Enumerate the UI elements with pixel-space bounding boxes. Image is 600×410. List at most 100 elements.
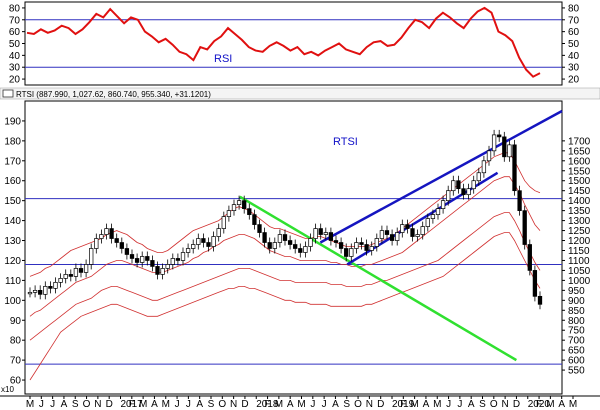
price-bar xyxy=(272,242,277,249)
rtsi-tick-label-right: 750 xyxy=(568,326,585,337)
rtsi-tick-label-right: 850 xyxy=(568,306,585,317)
price-bar xyxy=(338,242,344,249)
price-bar xyxy=(226,210,232,217)
price-bar xyxy=(267,242,272,249)
rtsi-tick-label-right: 700 xyxy=(568,336,585,347)
rtsi-tick-label-left: 100 xyxy=(4,296,21,307)
rtsi-tick-label-left: 110 xyxy=(5,276,21,287)
price-bar xyxy=(196,238,201,245)
price-bar xyxy=(231,204,237,211)
x-month-label: S xyxy=(343,399,350,410)
rtsi-tick-label-left: 120 xyxy=(4,256,21,267)
rsi-tick-label-left: 30 xyxy=(9,63,21,74)
price-bar xyxy=(389,234,395,241)
price-bar xyxy=(119,242,124,249)
x-month-label: M xyxy=(139,399,147,410)
price-bar xyxy=(134,258,140,263)
rtsi-tick-label-right: 1650 xyxy=(568,146,591,157)
price-bar xyxy=(155,266,160,275)
rsi-tick-label-right: 50 xyxy=(568,39,580,50)
rsi-tick-label-right: 20 xyxy=(568,75,580,86)
x-month-label: A xyxy=(287,399,294,410)
x-month-label: O xyxy=(83,399,91,410)
price-bar xyxy=(257,224,262,233)
price-bar xyxy=(323,232,328,235)
rsi-tick-label-left: 20 xyxy=(9,75,21,86)
x-month-label: F xyxy=(129,399,135,410)
price-bar xyxy=(211,236,216,247)
price-bar xyxy=(420,226,425,235)
rsi-title: RSI xyxy=(214,53,232,65)
x-month-label: F xyxy=(536,399,542,410)
x-month-label: J xyxy=(186,399,191,410)
price-bar xyxy=(344,248,349,257)
rtsi-tick-label-right: 1400 xyxy=(568,196,591,207)
x-month-label: A xyxy=(423,399,430,410)
rtsi-tick-label-right: 1350 xyxy=(568,206,591,217)
x-month-label: J xyxy=(457,399,462,410)
rsi-tick-label-right: 60 xyxy=(568,27,580,38)
price-bar xyxy=(104,228,109,235)
price-bar xyxy=(349,248,354,257)
price-bar xyxy=(109,228,114,239)
price-bar xyxy=(410,228,415,237)
price-bar xyxy=(236,200,242,205)
rtsi-tick-label-right: 650 xyxy=(568,346,585,357)
price-bar xyxy=(308,238,313,247)
price-bar xyxy=(43,286,48,295)
rtsi-tick-label-right: 550 xyxy=(568,366,585,377)
price-bar xyxy=(73,268,79,277)
x-year-label: 2019 xyxy=(392,399,415,410)
price-bar xyxy=(165,264,170,269)
rtsi-tick-label-left: 180 xyxy=(4,136,21,147)
price-bar xyxy=(328,232,334,241)
x-month-label: O xyxy=(490,399,498,410)
x-month-label: A xyxy=(196,399,203,410)
rtsi-tick-label-left: 170 xyxy=(4,156,21,167)
price-bar xyxy=(170,258,175,265)
rtsi-tick-label-right: 1300 xyxy=(568,216,591,227)
price-bar xyxy=(129,254,135,259)
x-month-label: A xyxy=(468,399,475,410)
price-bar xyxy=(364,244,369,251)
price-bar xyxy=(318,228,323,235)
band-line xyxy=(29,232,541,381)
x-month-label: M xyxy=(162,399,170,410)
x-month-label: F xyxy=(400,399,406,410)
price-bar xyxy=(114,238,119,243)
rtsi-tick-label-left: 130 xyxy=(4,236,21,247)
price-bar xyxy=(512,144,517,192)
price-bar xyxy=(303,246,308,253)
price-bar xyxy=(486,150,492,162)
x-month-label: F xyxy=(265,399,271,410)
price-bar xyxy=(471,180,476,190)
x-month-label: O xyxy=(218,399,226,410)
rtsi-ticks-left: 60 70 80 90 100 110 120 130 140 150 160 170 180 190 xyxy=(4,116,25,387)
x-month-label: N xyxy=(94,399,101,410)
x-month-label: J xyxy=(175,399,180,410)
rtsi-tick-label-right: 600 xyxy=(568,356,585,367)
header-icon xyxy=(2,89,14,98)
rtsi-tick-label-left: 70 xyxy=(10,356,22,367)
price-bar xyxy=(430,214,436,219)
price-bar xyxy=(435,208,441,215)
rtsi-tick-label-right: 950 xyxy=(568,286,585,297)
price-bar xyxy=(78,268,84,273)
x-month-label: J xyxy=(50,399,55,410)
rtsi-panel: 60 70 80 90 100 110 120 130 140 150 160 170 180 190 5… xyxy=(1,100,591,395)
band-line xyxy=(29,212,541,341)
x-month-label: N xyxy=(502,399,509,410)
rtsi-tick-label-right: 800 xyxy=(568,316,585,327)
x-month-label: M xyxy=(275,399,283,410)
price-bar xyxy=(374,238,379,247)
price-bar xyxy=(369,246,374,251)
x-month-label: S xyxy=(208,399,215,410)
band-line xyxy=(29,176,541,317)
price-bar xyxy=(201,238,206,243)
price-bar xyxy=(466,188,471,196)
price-bar xyxy=(400,224,405,233)
rtsi-ticks-right: 5506006507007508008509009501000105011001… xyxy=(562,136,591,377)
trend-line xyxy=(319,109,563,244)
